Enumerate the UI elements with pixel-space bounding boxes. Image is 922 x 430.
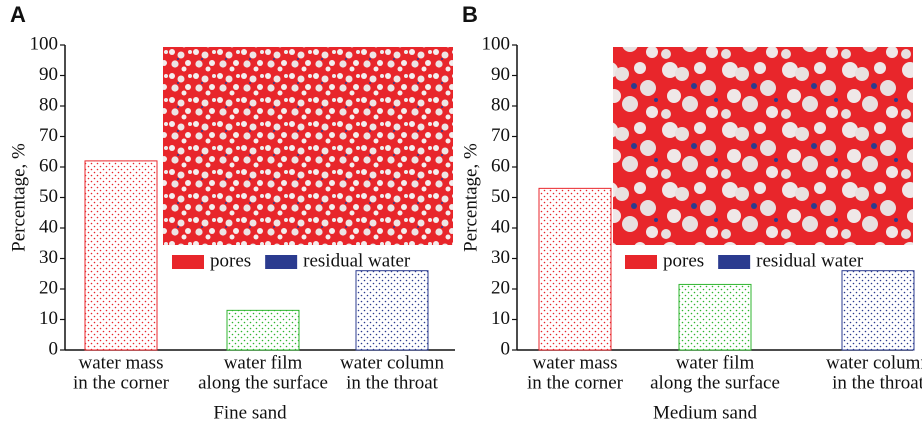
y-tick-label: 10: [39, 308, 58, 329]
panel-label: B: [462, 2, 478, 27]
inset-image: [613, 47, 913, 245]
x-tick-label: along the surface: [650, 372, 780, 393]
legend-swatch: [265, 255, 298, 269]
legend-label: residual water: [756, 250, 864, 271]
x-tick-label: water column: [340, 352, 444, 373]
panel-label: A: [10, 2, 26, 27]
bar: [538, 187, 612, 351]
y-tick-label: 0: [501, 338, 511, 359]
y-tick-label: 30: [491, 247, 510, 268]
y-tick-label: 80: [39, 94, 58, 115]
y-tick-label: 90: [39, 64, 58, 85]
x-tick-label: water film: [676, 352, 755, 373]
bar: [355, 270, 429, 351]
legend-swatch: [718, 255, 751, 269]
y-tick-label: 70: [39, 125, 58, 146]
y-tick-label: 40: [39, 216, 58, 237]
legend-label: pores: [663, 250, 704, 271]
y-tick-label: 60: [39, 155, 58, 176]
inset-image: [163, 47, 453, 245]
y-tick-label: 90: [491, 64, 510, 85]
legend-swatch: [172, 255, 204, 269]
x-tick-label: in the throat: [346, 372, 439, 393]
x-tick-label: in the corner: [527, 372, 624, 393]
y-tick-label: 30: [39, 247, 58, 268]
y-axis-label: Percentage, %: [8, 143, 29, 252]
y-tick-label: 60: [491, 155, 510, 176]
x-tick-label: along the surface: [198, 372, 328, 393]
bar: [226, 309, 300, 351]
x-axis-label: Medium sand: [653, 402, 757, 423]
legend-label: residual water: [303, 250, 411, 271]
y-tick-label: 20: [39, 277, 58, 298]
y-tick-label: 50: [39, 186, 58, 207]
y-axis-label: Percentage, %: [460, 143, 481, 252]
legend-label: pores: [210, 250, 251, 271]
x-tick-label: water mass: [533, 352, 618, 373]
y-tick-label: 100: [30, 33, 59, 54]
x-tick-label: water film: [224, 352, 303, 373]
x-axis-label: Fine sand: [213, 402, 287, 423]
x-tick-label: in the throat: [832, 372, 922, 393]
bar: [84, 160, 158, 351]
y-tick-label: 10: [491, 308, 510, 329]
y-tick-label: 0: [49, 338, 59, 359]
x-tick-label: in the corner: [73, 372, 170, 393]
y-tick-label: 70: [491, 125, 510, 146]
y-tick-label: 20: [491, 277, 510, 298]
y-tick-label: 100: [482, 33, 511, 54]
y-tick-label: 40: [491, 216, 510, 237]
bar: [841, 270, 915, 351]
bar: [678, 283, 752, 351]
y-tick-label: 80: [491, 94, 510, 115]
legend-swatch: [625, 255, 657, 269]
x-tick-label: water mass: [79, 352, 164, 373]
y-tick-label: 50: [491, 186, 510, 207]
x-tick-label: water column: [826, 352, 922, 373]
